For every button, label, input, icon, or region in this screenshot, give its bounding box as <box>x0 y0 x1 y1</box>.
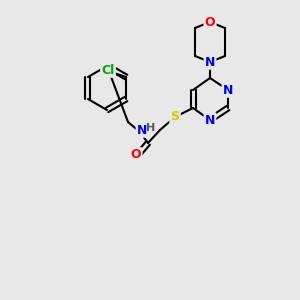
Text: N: N <box>137 124 147 136</box>
Text: N: N <box>223 83 233 97</box>
Text: N: N <box>205 113 215 127</box>
Text: S: S <box>170 110 179 124</box>
Text: Cl: Cl <box>101 64 115 76</box>
Text: N: N <box>205 56 215 68</box>
Text: H: H <box>146 123 156 133</box>
Text: O: O <box>205 16 215 28</box>
Text: O: O <box>131 148 141 161</box>
